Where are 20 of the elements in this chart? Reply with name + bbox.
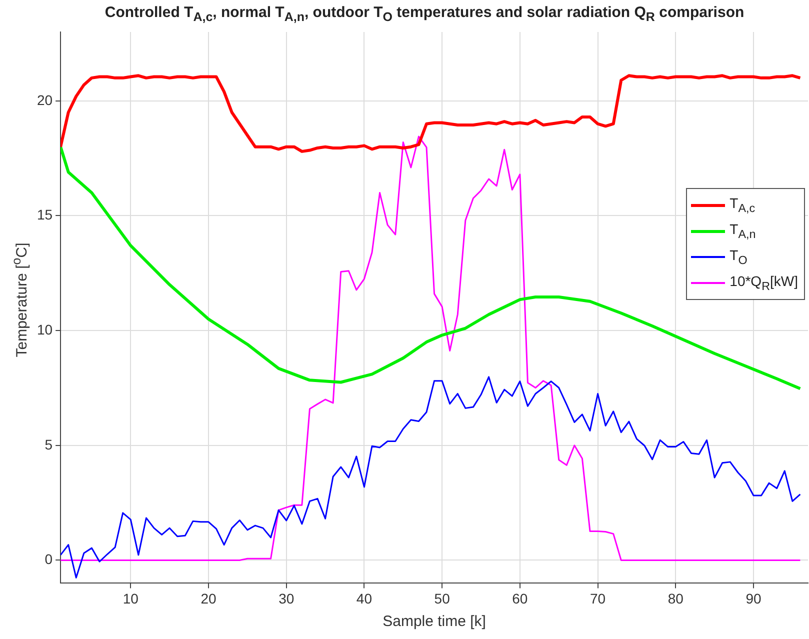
y-tick-label: 10 [36, 321, 53, 338]
legend-label: T$_{A,c}$ [730, 195, 756, 215]
y-tick-label: 15 [36, 206, 53, 223]
x-tick-label: 30 [278, 590, 294, 606]
x-tick-label: 90 [746, 590, 762, 606]
chart-title: Controlled T$_{A,c}$, normal T$_{A,n}$, outdoor T$_{O}$ temperatures and solar radiation Q$_{R}$ comparison [104, 4, 744, 24]
y-tick-label: 0 [44, 551, 53, 568]
x-tick-label: 60 [512, 590, 528, 606]
x-tick-label: 10 [122, 590, 139, 606]
x-tick-label: 50 [434, 590, 450, 606]
x-tick-label: 70 [590, 590, 606, 606]
x-axis-title: Sample time [k] [382, 613, 486, 630]
y-tick-label: 20 [36, 92, 53, 108]
legend-label: T$_{A,n}$ [730, 221, 756, 241]
legend-label: 10*Q$_{R}$[kW] [730, 273, 798, 293]
legend-label: T$_{O}$ [730, 247, 748, 267]
x-tick-label: 40 [356, 590, 372, 606]
x-tick-label: 20 [200, 590, 216, 606]
x-tick-label: 80 [668, 590, 684, 606]
y-tick-label: 5 [44, 436, 53, 452]
